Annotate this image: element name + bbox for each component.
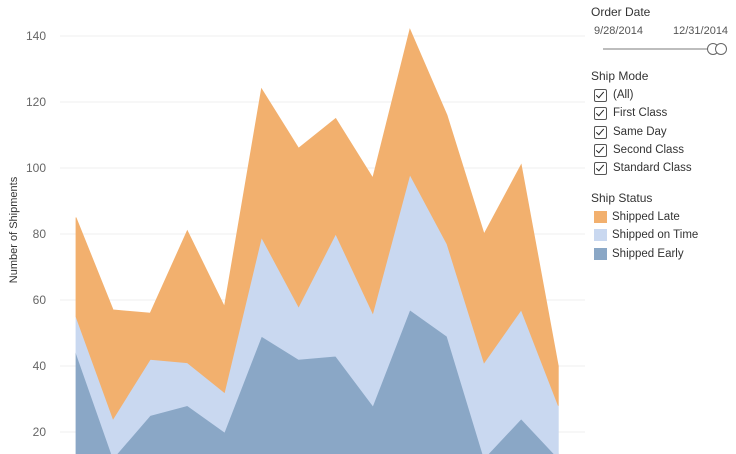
- y-axis-label: Number of Shipments: [8, 176, 20, 283]
- ship-mode-title: Ship Mode: [591, 69, 649, 83]
- ship-status-legend-title: Ship Status: [591, 191, 653, 205]
- order-date-slider[interactable]: [603, 48, 723, 50]
- y-tick-label: 80: [33, 227, 47, 241]
- y-tick-label: 140: [26, 29, 46, 43]
- slider-range: [603, 48, 719, 50]
- ship-mode-option-label: Same Day: [613, 126, 667, 138]
- area-shipped-late: [75, 28, 559, 420]
- checkbox-checked-icon[interactable]: [594, 143, 607, 157]
- y-tick-label: 40: [33, 359, 47, 373]
- checkbox-checked-icon[interactable]: [594, 125, 607, 139]
- legend-item-shipped-early[interactable]: Shipped Early: [594, 246, 684, 262]
- checkbox-checked-icon[interactable]: [594, 88, 607, 102]
- ship-mode-option-label: (All): [613, 89, 634, 101]
- slider-end-handle[interactable]: [715, 43, 727, 55]
- ship-mode-option-label: Second Class: [613, 144, 684, 156]
- ship-mode-option-label: Standard Class: [613, 162, 692, 174]
- order-date-end: 12/31/2014: [673, 25, 729, 37]
- legend-label: Shipped Late: [612, 211, 680, 223]
- legend-item-shipped-late[interactable]: Shipped Late: [594, 209, 680, 225]
- legend-swatch: [594, 229, 607, 241]
- ship-mode-option-all[interactable]: (All): [594, 87, 633, 103]
- order-date-start: 9/28/2014: [594, 25, 643, 37]
- y-tick-label: 60: [33, 293, 47, 307]
- legend-item-shipped-on-time[interactable]: Shipped on Time: [594, 227, 698, 243]
- legend-label: Shipped on Time: [612, 229, 699, 241]
- checkbox-checked-icon[interactable]: [594, 106, 607, 120]
- stacked-area-chart: 20 40 60 80 100 120 140 Number of Shipments: [8, 28, 585, 454]
- order-date-title: Order Date: [591, 5, 651, 19]
- legend-label: Shipped Early: [612, 248, 684, 260]
- ship-mode-option-second-class[interactable]: Second Class: [594, 142, 684, 158]
- checkbox-checked-icon[interactable]: [594, 161, 607, 175]
- ship-mode-option-label: First Class: [613, 107, 668, 119]
- y-tick-label: 100: [26, 161, 46, 175]
- ship-mode-option-first-class[interactable]: First Class: [594, 105, 667, 121]
- legend-swatch: [594, 248, 607, 260]
- ship-mode-option-same-day[interactable]: Same Day: [594, 124, 667, 140]
- legend-swatch: [594, 211, 607, 223]
- ship-mode-option-standard-class[interactable]: Standard Class: [594, 160, 692, 176]
- y-tick-label: 120: [26, 95, 46, 109]
- area-series: [75, 28, 559, 454]
- y-axis-ticks: 20 40 60 80 100 120 140: [26, 29, 46, 439]
- y-tick-label: 20: [33, 425, 47, 439]
